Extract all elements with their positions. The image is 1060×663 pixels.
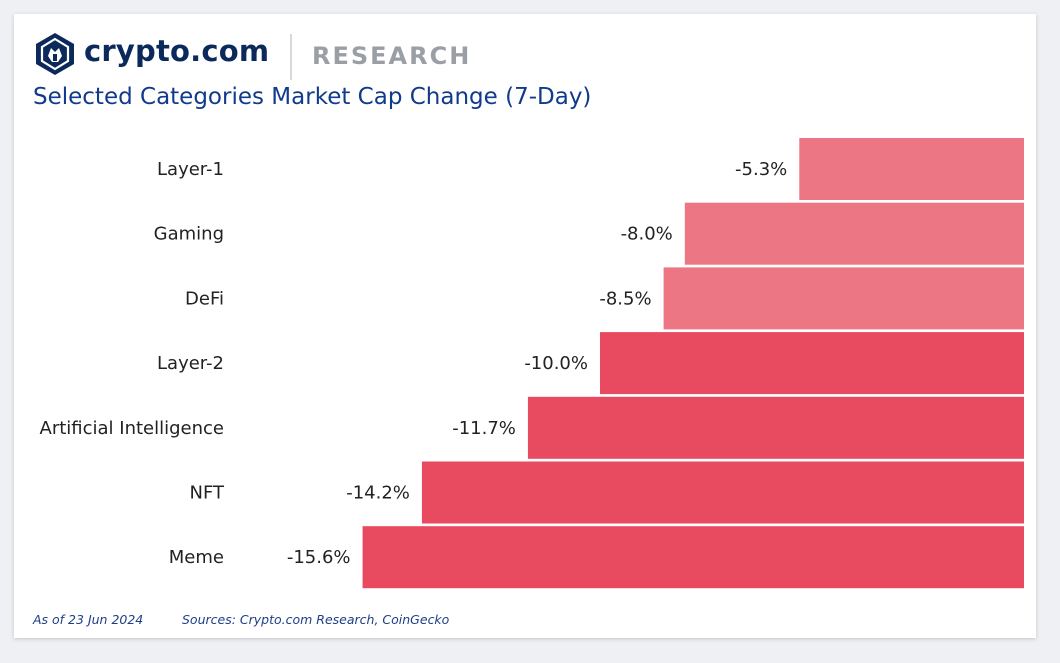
sources-note: Sources: Crypto.com Research, CoinGecko	[182, 612, 450, 627]
category-label: Layer-1	[157, 159, 224, 180]
crypto-com-lion-shield-icon	[36, 33, 74, 75]
data-label: -10.0%	[524, 353, 588, 374]
brand-name: crypto.com	[84, 34, 270, 68]
as-of-date: As of 23 Jun 2024	[33, 612, 144, 627]
data-label: -14.2%	[346, 483, 410, 504]
data-label: -11.7%	[452, 418, 516, 439]
bar-meme	[362, 526, 1024, 589]
brand-divider	[290, 34, 292, 80]
bar-nft	[421, 461, 1024, 524]
data-label: -8.5%	[599, 288, 651, 309]
category-label: Artificial Intelligence	[40, 418, 225, 439]
bar-defi	[663, 267, 1024, 330]
section-label: RESEARCH	[312, 42, 472, 70]
data-label: -8.0%	[621, 224, 673, 245]
bar-layer-1	[799, 138, 1024, 200]
bar-artificial-intelligence	[527, 396, 1024, 459]
chart-card: crypto.com RESEARCH Selected Categories …	[14, 14, 1036, 638]
bar-chart: Layer-1 -5.3% Gaming -8.0% DeFi -8.5% Layer-2 -…	[40, 138, 1024, 589]
category-label: DeFi	[185, 288, 224, 309]
bar-gaming	[684, 202, 1024, 265]
category-label: Gaming	[154, 224, 224, 245]
chart-title: Selected Categories Market Cap Change (7…	[33, 84, 592, 110]
data-label: -5.3%	[735, 159, 787, 180]
data-label: -15.6%	[287, 547, 351, 568]
bar-layer-2	[600, 332, 1024, 395]
category-label: Meme	[169, 547, 224, 568]
category-label: NFT	[190, 483, 226, 504]
category-label: Layer-2	[157, 353, 224, 374]
